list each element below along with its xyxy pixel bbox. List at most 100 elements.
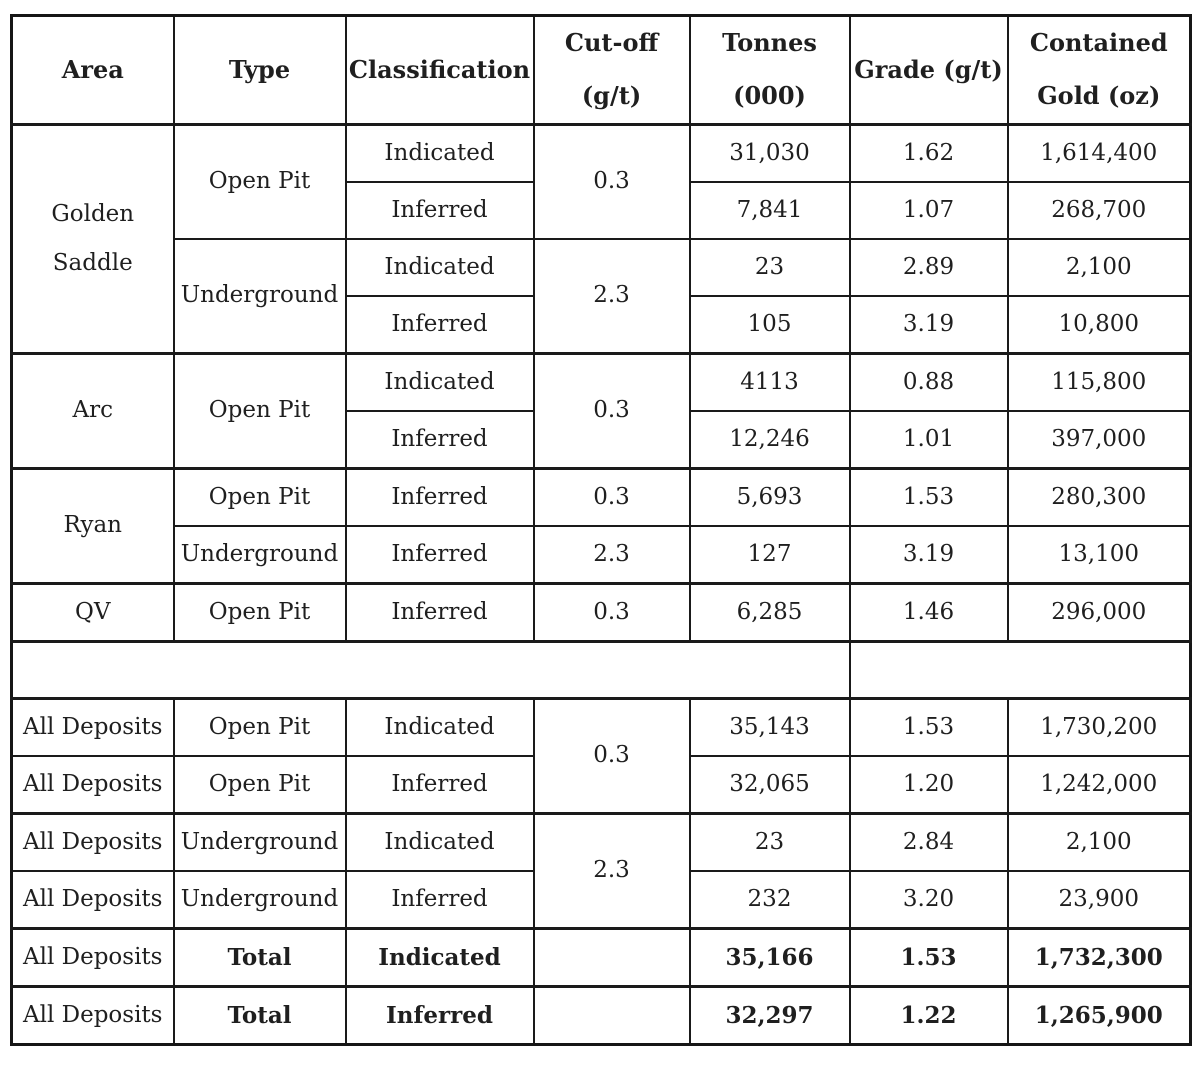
table-row-all-deposits-op-inferred: All Deposits Open Pit Inferred 32,065 1.… xyxy=(10,755,1192,815)
table-row-ryan-ug-inferred: Underground Inferred 2.3 127 3.19 13,100 xyxy=(12,525,1192,585)
type-cell: Total xyxy=(172,927,347,988)
area-cell: All Deposits xyxy=(10,755,175,815)
spacer-row xyxy=(10,640,1192,700)
classification-cell: Indicated xyxy=(344,697,535,757)
type-cell: Open Pit xyxy=(172,352,347,470)
table-row-total-indicated: All Deposits Total Indicated 35,166 1.53… xyxy=(10,927,1192,988)
type-cell: Open Pit xyxy=(172,123,347,240)
gold-cell: 13,100 xyxy=(1006,525,1192,585)
table-row-golden-saddle-ug-inferred: Inferred 105 3.19 10,800 xyxy=(12,295,1192,355)
type-cell: Underground xyxy=(172,238,347,355)
grade-cell: 0.88 xyxy=(848,352,1009,412)
type-cell: Underground xyxy=(172,870,347,930)
grade-cell: 1.53 xyxy=(848,927,1009,988)
tonnes-cell: 35,143 xyxy=(688,697,851,757)
grade-cell: 1.20 xyxy=(848,755,1009,815)
classification-cell: Inferred xyxy=(344,755,535,815)
grade-cell: 1.53 xyxy=(848,697,1009,757)
gold-cell: 2,100 xyxy=(1006,812,1192,872)
tonnes-cell: 6,285 xyxy=(688,582,851,643)
area-cell: QV xyxy=(10,582,175,643)
tonnes-cell: 105 xyxy=(688,295,851,355)
type-cell: Underground xyxy=(172,525,347,585)
area-cell: Arc xyxy=(10,352,175,470)
area-cell: All Deposits xyxy=(10,812,175,872)
table-row-all-deposits-op-indicated: All Deposits Open Pit Indicated 0.3 35,1… xyxy=(10,697,1192,815)
table-row-golden-saddle-ug-indicated: Underground Indicated 2.3 23 2.89 2,100 xyxy=(12,238,1192,355)
col-header-tonnes: Tonnes (000) xyxy=(688,14,851,126)
area-cell: All Deposits xyxy=(10,927,175,988)
tonnes-cell: 32,065 xyxy=(688,755,851,815)
area-cell: All Deposits xyxy=(10,985,175,1046)
tonnes-cell: 4113 xyxy=(688,352,851,412)
cutoff-cell: 0.3 xyxy=(532,123,691,240)
tonnes-cell: 127 xyxy=(688,525,851,585)
type-cell: Open Pit xyxy=(172,697,347,757)
classification-cell: Inferred xyxy=(344,410,535,470)
cutoff-cell: 0.3 xyxy=(532,582,691,643)
type-cell: Open Pit xyxy=(172,755,347,815)
grade-cell: 2.89 xyxy=(848,238,1009,297)
cutoff-cell: 2.3 xyxy=(532,812,691,930)
table-row-qv-op-inferred: QV Open Pit Inferred 0.3 6,285 1.46 296,… xyxy=(10,582,1192,643)
classification-cell: Inferred xyxy=(344,467,535,527)
col-header-grade: Grade (g/t) xyxy=(848,14,1009,126)
classification-cell: Indicated xyxy=(344,238,535,297)
gold-cell: 2,100 xyxy=(1006,238,1192,297)
spacer-cell-left xyxy=(10,640,851,700)
col-header-cutoff: Cut-off (g/t) xyxy=(532,14,691,126)
classification-cell: Indicated xyxy=(344,352,535,412)
grade-cell: 1.07 xyxy=(848,181,1009,240)
grade-cell: 1.22 xyxy=(848,985,1009,1046)
tonnes-cell: 5,693 xyxy=(688,467,851,527)
tonnes-cell: 12,246 xyxy=(688,410,851,470)
grade-cell: 1.62 xyxy=(848,123,1009,183)
classification-cell: Inferred xyxy=(344,582,535,643)
gold-cell: 1,614,400 xyxy=(1006,123,1192,183)
tonnes-cell: 35,166 xyxy=(688,927,851,988)
classification-cell: Inferred xyxy=(344,870,535,930)
table-row-total-inferred: All Deposits Total Inferred 32,297 1.22 … xyxy=(10,985,1192,1046)
gold-cell: 397,000 xyxy=(1006,410,1192,470)
cutoff-cell: 0.3 xyxy=(532,467,691,527)
cutoff-cell: 0.3 xyxy=(532,697,691,815)
gold-cell: 280,300 xyxy=(1006,467,1192,527)
col-header-type: Type xyxy=(172,14,347,126)
tonnes-cell: 32,297 xyxy=(688,985,851,1046)
table-row-golden-saddle-op-indicated: Golden Saddle Open Pit Indicated 0.3 31,… xyxy=(10,123,1192,355)
mineral-resource-table: Area Type Classification Cut-off (g/t) T… xyxy=(10,14,1192,1046)
gold-cell: 23,900 xyxy=(1006,870,1192,930)
classification-cell: Indicated xyxy=(344,927,535,988)
type-cell: Underground xyxy=(172,812,347,872)
grade-cell: 1.53 xyxy=(848,467,1009,527)
gold-cell: 115,800 xyxy=(1006,352,1192,412)
cutoff-cell xyxy=(532,927,691,988)
type-cell: Open Pit xyxy=(172,467,347,527)
grade-cell: 1.01 xyxy=(848,410,1009,470)
classification-cell: Inferred xyxy=(344,525,535,585)
grade-cell: 3.20 xyxy=(848,870,1009,930)
col-header-area: Area xyxy=(10,14,175,126)
table-row-arc-op-inferred: Inferred 12,246 1.01 397,000 xyxy=(12,410,1192,470)
cutoff-cell: 0.3 xyxy=(532,352,691,470)
col-header-gold: Contained Gold (oz) xyxy=(1006,14,1192,126)
tonnes-cell: 31,030 xyxy=(688,123,851,183)
area-cell: Ryan xyxy=(10,467,175,585)
header-row: Area Type Classification Cut-off (g/t) T… xyxy=(10,14,1192,126)
grade-cell: 1.46 xyxy=(848,582,1009,643)
gold-cell: 296,000 xyxy=(1006,582,1192,643)
table-row-all-deposits-ug-indicated: All Deposits Underground Indicated 2.3 2… xyxy=(10,812,1192,930)
area-cell: All Deposits xyxy=(10,697,175,757)
type-cell: Open Pit xyxy=(172,582,347,643)
grade-cell: 2.84 xyxy=(848,812,1009,872)
tonnes-cell: 232 xyxy=(688,870,851,930)
tonnes-cell: 23 xyxy=(688,812,851,872)
area-cell: All Deposits xyxy=(10,870,175,930)
classification-cell: Indicated xyxy=(344,812,535,872)
type-cell: Total xyxy=(172,985,347,1046)
gold-cell: 1,730,200 xyxy=(1006,697,1192,757)
cutoff-cell: 2.3 xyxy=(532,525,691,585)
classification-cell: Inferred xyxy=(344,985,535,1046)
col-header-classification: Classification xyxy=(344,14,535,126)
classification-cell: Inferred xyxy=(344,295,535,355)
